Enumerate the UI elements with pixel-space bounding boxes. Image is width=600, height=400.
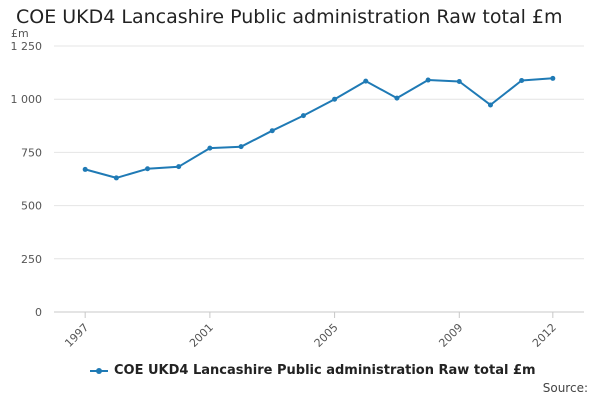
legend-swatch bbox=[90, 367, 108, 374]
source-label: Source: bbox=[542, 381, 588, 395]
series-layer bbox=[82, 75, 556, 181]
data-point bbox=[425, 77, 431, 83]
data-point bbox=[363, 78, 369, 84]
data-point bbox=[394, 95, 400, 101]
data-point bbox=[269, 128, 275, 134]
data-point bbox=[550, 75, 556, 81]
y-tick-label: 1 000 bbox=[11, 93, 43, 106]
data-point bbox=[238, 144, 244, 150]
axes bbox=[54, 311, 584, 318]
y-tick-label: 250 bbox=[21, 253, 42, 266]
legend-label: COE UKD4 Lancashire Public administratio… bbox=[114, 363, 536, 378]
data-point bbox=[332, 96, 338, 102]
y-tick-label: 750 bbox=[21, 146, 42, 159]
data-point bbox=[145, 166, 151, 172]
data-point bbox=[82, 166, 88, 172]
data-point bbox=[519, 77, 525, 83]
y-tick-label: 0 bbox=[35, 306, 42, 319]
y-unit-label: £m bbox=[11, 27, 29, 40]
gridlines bbox=[54, 45, 584, 260]
y-tick-label: 1 250 bbox=[11, 40, 43, 53]
data-point bbox=[207, 145, 213, 151]
tick-labels: 0 250 500 750 1 000 1 250£m 1997 2001 2005 2009 20… bbox=[11, 27, 559, 350]
data-point bbox=[113, 175, 119, 181]
chart-title: COE UKD4 Lancashire Public administratio… bbox=[16, 6, 563, 28]
data-point bbox=[487, 102, 493, 108]
series-line bbox=[84, 77, 553, 179]
x-tick-label: 2001 bbox=[187, 321, 216, 350]
legend: COE UKD4 Lancashire Public administratio… bbox=[90, 363, 536, 378]
x-tick-label: 2012 bbox=[530, 321, 559, 350]
data-point bbox=[300, 113, 306, 119]
x-tick-label: 1997 bbox=[62, 321, 91, 350]
x-tick-label: 2009 bbox=[436, 321, 465, 350]
x-tick-label: 2005 bbox=[312, 321, 341, 350]
y-tick-label: 500 bbox=[21, 200, 42, 213]
data-point bbox=[456, 79, 462, 85]
data-point bbox=[176, 164, 182, 170]
